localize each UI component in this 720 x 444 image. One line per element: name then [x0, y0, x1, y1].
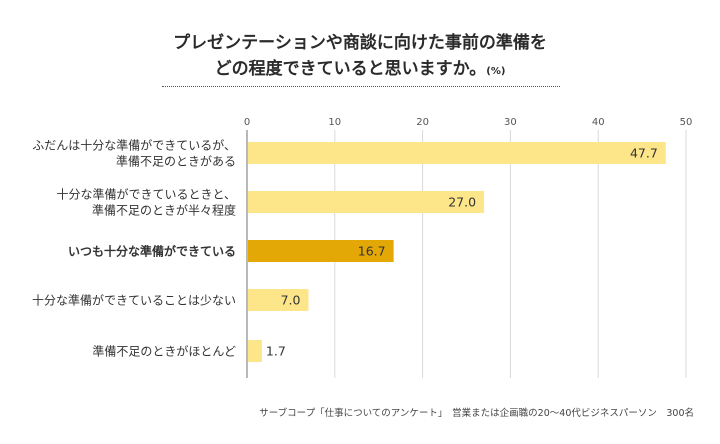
category-label: ふだんは十分な準備ができているが、: [32, 138, 236, 153]
bar: [248, 142, 666, 164]
category-label: 準備不足のときがある: [116, 154, 236, 169]
x-tick-label: 40: [592, 117, 605, 128]
chart-title-line2: どの程度できていると思いますか。(%): [0, 56, 720, 85]
x-tick-label: 50: [680, 117, 693, 128]
bar: [248, 191, 485, 213]
x-tick-label: 30: [504, 117, 517, 128]
x-tick-label: 10: [328, 117, 341, 128]
chart-title: プレゼンテーションや商談に向けた事前の準備を どの程度できていると思いますか。(…: [0, 30, 720, 85]
data-label: 47.7: [630, 146, 658, 161]
x-tick-label: 0: [244, 117, 250, 128]
data-label: 1.7: [266, 344, 286, 359]
category-label: いつも十分な準備ができている: [68, 244, 236, 259]
chart-title-unit: (%): [486, 66, 506, 77]
source-note: サーブコープ「仕事についてのアンケート」 営業または企画職の20〜40代ビジネス…: [259, 408, 694, 419]
data-label: 7.0: [281, 293, 301, 308]
bar: [248, 340, 262, 362]
chart-title-line1: プレゼンテーションや商談に向けた事前の準備を: [173, 33, 547, 53]
data-label: 27.0: [448, 195, 476, 210]
title-divider: [162, 86, 560, 87]
x-tick-label: 20: [416, 117, 429, 128]
category-label: 準備不足のときがほとんど: [92, 344, 236, 359]
data-label: 16.7: [358, 244, 386, 259]
category-label: 準備不足のときが半々程度: [92, 203, 236, 218]
bar: [248, 289, 309, 311]
category-label: 十分な準備ができていることは少ない: [32, 293, 236, 308]
category-label: 十分な準備ができているときと、: [56, 187, 236, 202]
bar: [248, 240, 394, 262]
chart-title-line2-text: どの程度できていると思いますか。: [214, 59, 487, 79]
